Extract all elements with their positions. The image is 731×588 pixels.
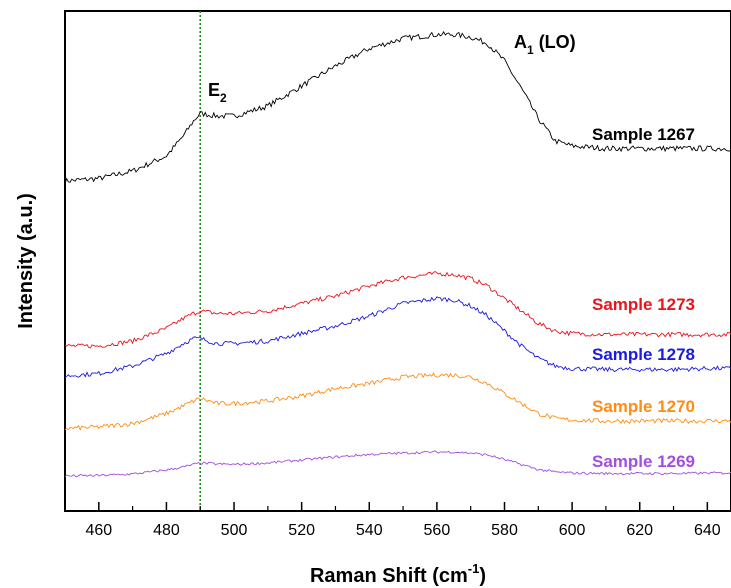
y-axis-title: Intensity (a.u.) <box>15 193 37 329</box>
series-label: Sample 1267 <box>592 125 695 144</box>
annotation-e2: E2 <box>208 80 227 105</box>
x-tick-label: 600 <box>559 522 586 539</box>
x-tick-label: 560 <box>424 522 451 539</box>
series-line <box>64 296 731 378</box>
annotation-a1: A1 (LO) <box>514 32 576 57</box>
x-tick-label: 640 <box>694 522 721 539</box>
plot-area: Sample 1267 Sample 1273 Sample 1278 Sample … <box>64 11 731 511</box>
x-tick-label: 540 <box>356 522 383 539</box>
annotations: E2 A1 (LO) <box>208 32 576 105</box>
x-axis-title: Raman Shift (cm-1) <box>310 561 486 587</box>
x-tick-label: 520 <box>288 522 315 539</box>
series-label: Sample 1273 <box>592 295 695 314</box>
x-tick-label: 620 <box>626 522 653 539</box>
x-tick-label: 460 <box>85 522 112 539</box>
axes: 460 480 500 520 540 560 580 600 620 640 <box>85 502 721 539</box>
x-tick-label: 480 <box>153 522 180 539</box>
x-tick-label: 580 <box>491 522 518 539</box>
series-label: Sample 1278 <box>592 345 695 364</box>
series-line <box>64 270 731 349</box>
x-tick-label: 500 <box>221 522 248 539</box>
series-line <box>64 450 731 478</box>
series-line <box>64 30 731 184</box>
series-line <box>64 372 731 431</box>
series-label: Sample 1269 <box>592 452 695 471</box>
plot-frame <box>64 10 731 512</box>
series-label: Sample 1270 <box>592 397 695 416</box>
